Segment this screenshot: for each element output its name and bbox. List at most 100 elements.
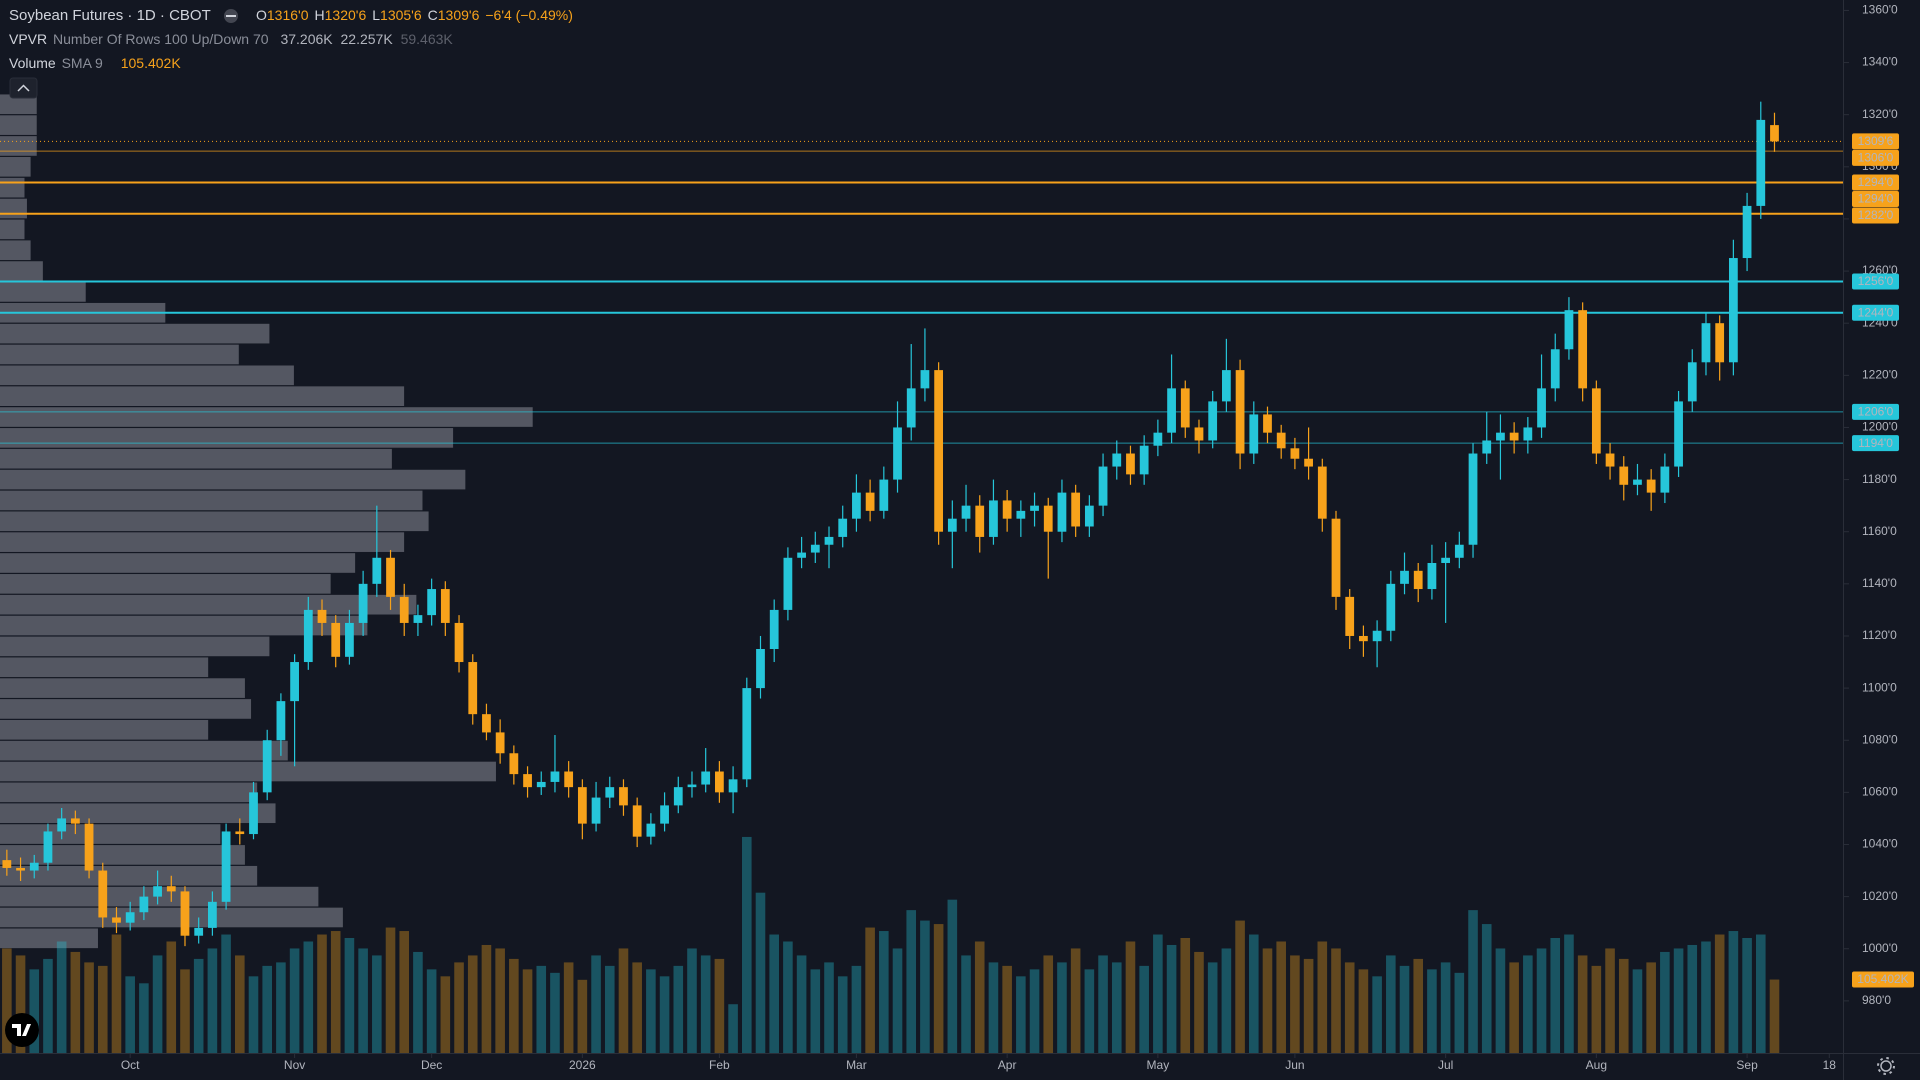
volume-bar: [988, 962, 999, 1053]
volume-bar: [15, 955, 26, 1053]
volume-bar: [1427, 969, 1437, 1053]
volume-profile-row: [0, 553, 356, 573]
candle-body: [1687, 362, 1697, 402]
candle-body: [1359, 635, 1368, 642]
volume-bar: [1632, 969, 1643, 1053]
price-line-label: 1194'0: [1858, 436, 1893, 450]
volume-bar: [413, 951, 423, 1053]
price-line-label-bg: [1852, 149, 1899, 166]
volume-bar: [1029, 969, 1040, 1053]
candle-body: [454, 622, 464, 663]
indicator-name: VPVR: [9, 31, 47, 47]
x-tick-label: Nov: [284, 1058, 305, 1072]
candle-body: [427, 589, 437, 616]
candle-body: [1537, 388, 1546, 428]
volume-bar: [481, 944, 492, 1053]
candle-body: [440, 589, 450, 623]
candle-layer: [2, 101, 1779, 947]
volume-bar: [947, 899, 958, 1053]
y-tick-label: 1180'0: [1862, 472, 1897, 486]
candle-body: [482, 714, 491, 733]
candle-body: [1427, 562, 1437, 590]
candle-body: [468, 662, 478, 715]
volume-bar: [385, 927, 396, 1053]
volume-bar: [522, 969, 533, 1053]
volume-profile-row: [0, 240, 31, 261]
candle-body: [98, 870, 108, 918]
logo-circle: [5, 1013, 39, 1047]
collapse-button[interactable]: [9, 77, 38, 99]
volume-bar: [892, 948, 903, 1053]
volume-bar: [1468, 910, 1478, 1053]
tradingview-logo[interactable]: [5, 1013, 39, 1047]
volume-profile-row: [0, 365, 294, 386]
candle-body: [1167, 388, 1176, 433]
candle-body: [386, 557, 395, 597]
price-line-label: 1306'0: [1858, 151, 1894, 165]
y-tick-label: 1140'0: [1862, 576, 1897, 590]
volume-bar: [1125, 941, 1136, 1053]
candle-body: [43, 831, 53, 863]
candle-body: [1496, 432, 1505, 441]
candle-body: [1098, 466, 1108, 506]
volume-bar: [1248, 934, 1259, 1053]
candle-body: [413, 615, 423, 623]
candle-body: [1221, 370, 1231, 402]
price-line-label-bg: [1852, 304, 1899, 321]
volume-bar: [84, 962, 94, 1053]
candle-body: [112, 917, 121, 923]
volume-profile-row: [0, 428, 454, 448]
price-line-layer: [0, 140, 1843, 444]
price-line-label: 1256'0: [1858, 274, 1894, 288]
symbol-title[interactable]: Soybean Futures · 1D · CBOT: [9, 7, 211, 24]
ohlc-legend: O1316'0 H1320'6 L1305'6 C1309'6 −6'4 (−0.49%…: [256, 7, 573, 23]
candle-body: [29, 862, 39, 871]
volume-profile-row: [0, 344, 239, 365]
y-tick-label: 1220'0: [1862, 367, 1898, 381]
volume-bar: [1016, 976, 1026, 1053]
candle-body: [1578, 310, 1588, 389]
volume-profile-row: [0, 282, 86, 302]
volume-profile-row: [0, 886, 319, 907]
candle-body: [345, 622, 354, 657]
candle-body: [1674, 401, 1683, 467]
vpvr-legend[interactable]: VPVR Number Of Rows 100 Up/Down 70 37.20…: [9, 31, 453, 47]
candle-body: [660, 805, 669, 824]
y-tick-label: 1060'0: [1862, 785, 1898, 799]
volume-profile-row: [0, 574, 331, 594]
candle-body: [591, 797, 601, 824]
candle-body: [1016, 510, 1026, 519]
volume-bar: [1660, 951, 1670, 1053]
candle-body: [1564, 310, 1574, 350]
volume-bar: [70, 951, 81, 1053]
settings-button[interactable]: [1877, 1057, 1895, 1075]
volume-bar: [1235, 920, 1245, 1053]
candle-body: [153, 886, 162, 897]
volume-bar: [1194, 951, 1204, 1053]
indicator-settings: SMA 9: [62, 55, 103, 71]
candle-body: [1290, 448, 1300, 459]
candle-body: [372, 557, 382, 584]
volume-bar: [495, 948, 505, 1053]
volume-bar: [618, 948, 629, 1053]
candle-body: [742, 688, 752, 780]
candle-body: [961, 505, 971, 519]
volume-bar: [837, 976, 848, 1053]
volume-bar: [851, 965, 862, 1053]
volume-bar: [1536, 948, 1547, 1053]
price-line-label: 1294'0: [1858, 175, 1894, 189]
x-tick-label: Mar: [846, 1058, 867, 1072]
volume-bar: [1440, 962, 1451, 1053]
volume-bar: [426, 969, 437, 1053]
candle-body: [646, 823, 656, 837]
volume-layer: [2, 836, 1780, 1053]
candle-body: [797, 552, 806, 558]
candle-body: [852, 492, 861, 519]
candle-body: [1112, 453, 1122, 467]
volume-profile-row: [0, 594, 417, 615]
candle-body: [523, 774, 532, 788]
volume-legend[interactable]: Volume SMA 9 105.402K: [9, 55, 181, 71]
vpvr-layer: [0, 94, 533, 949]
candle-body: [947, 518, 957, 532]
volume-profile-row: [0, 136, 37, 156]
